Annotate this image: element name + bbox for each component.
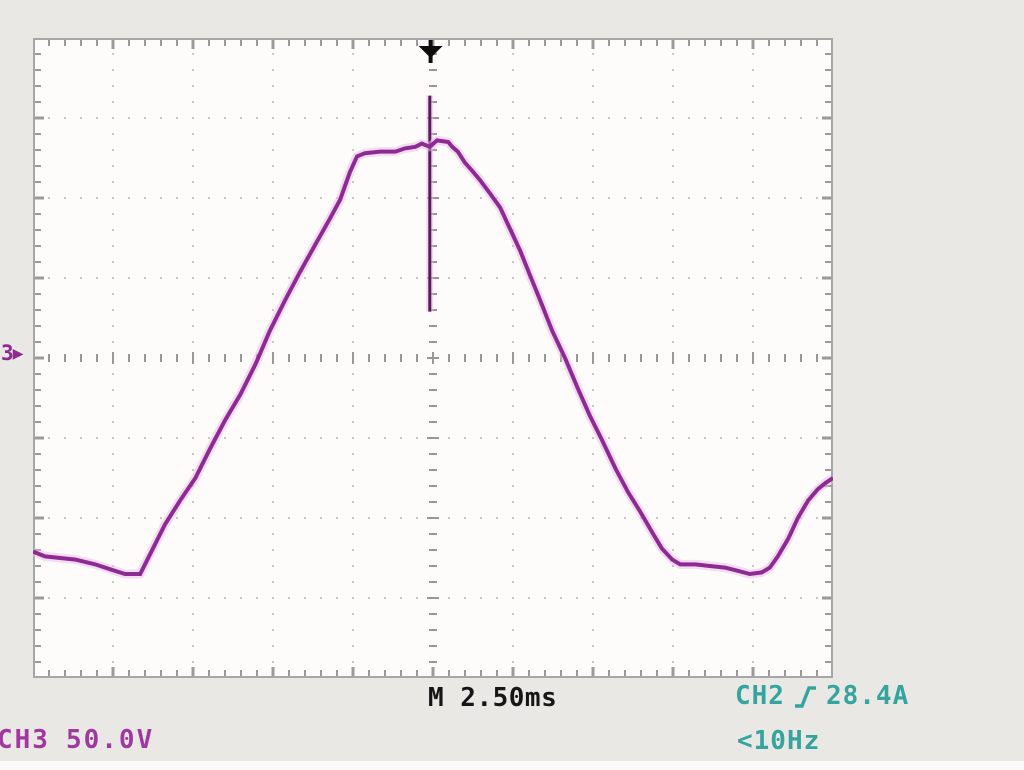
ch3-channel-label: CH3 — [0, 725, 50, 755]
graticule-border — [33, 38, 833, 678]
ch3-scale-value: 50.0V — [65, 725, 155, 755]
edge-rulers — [33, 38, 833, 678]
trigger-readout: CH2 28.4A — [735, 681, 909, 711]
right-arrow-icon: ▶ — [12, 342, 24, 364]
timebase-readout: M 2.50ms — [428, 683, 558, 713]
graticule-dots — [33, 38, 833, 678]
waveform-trace — [33, 138, 833, 577]
trigger-source-label: CH2 — [735, 681, 785, 711]
waveform-plot — [33, 38, 833, 678]
trigger-position-arrow — [418, 40, 443, 63]
ch3-scale-readout: CH3 50.0V — [0, 725, 154, 755]
trigger-frequency-readout: <10Hz — [737, 726, 821, 756]
graticule-area — [33, 38, 833, 678]
rising-edge-icon — [794, 685, 816, 708]
trigger-level-value: 28.4A — [825, 681, 910, 711]
bottom-strip — [0, 761, 1024, 770]
ch3-position-marker: 3 ▶ — [1, 343, 24, 364]
ch3-marker-label: 3 — [1, 341, 14, 365]
